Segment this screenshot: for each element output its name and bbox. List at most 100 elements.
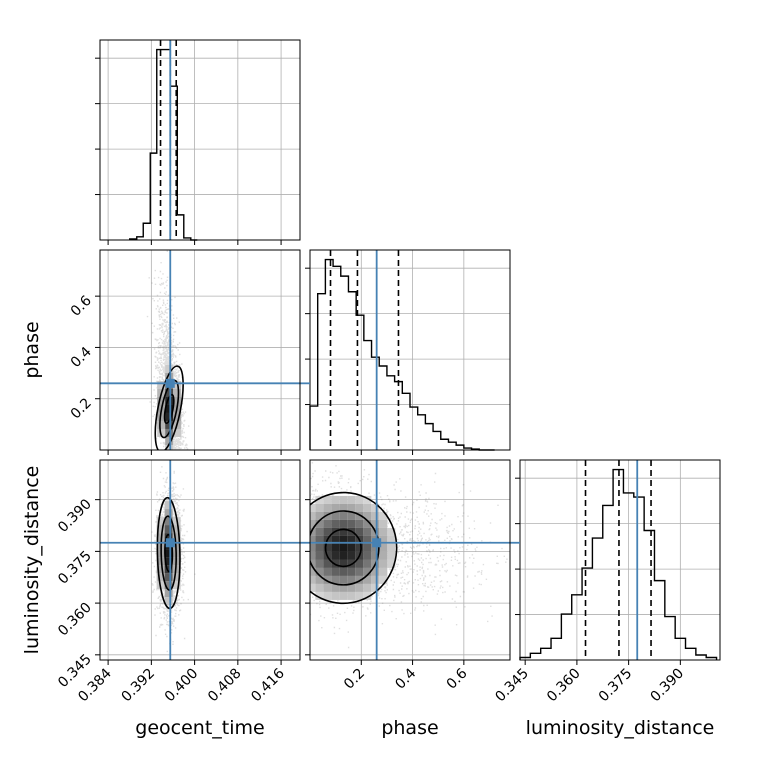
density-cell — [363, 527, 372, 536]
density-cell — [339, 527, 348, 536]
density-cell — [339, 495, 348, 504]
density-cell — [339, 575, 348, 584]
density-cell — [156, 525, 165, 534]
density-cell — [355, 511, 364, 520]
density-cell — [371, 519, 380, 528]
density-cell — [347, 575, 356, 584]
density-cell — [355, 559, 364, 568]
density-cell — [387, 527, 396, 536]
x-tick-label-phase: 0.2 — [341, 666, 368, 693]
density-cell — [347, 519, 356, 528]
density-cell — [363, 591, 372, 600]
density-cell — [339, 543, 348, 552]
density-cell — [291, 544, 299, 552]
density-cell — [387, 559, 396, 568]
density-cell — [347, 503, 356, 512]
y-tick-label-phase: 0.4 — [68, 344, 95, 371]
density-cell — [164, 549, 173, 558]
density-cell — [331, 543, 340, 552]
density-cell — [339, 519, 348, 528]
density-cell — [315, 535, 324, 544]
panel-geocent-time-vs-phase — [99, 249, 310, 451]
density-cell — [387, 543, 396, 552]
density-cell — [371, 543, 380, 552]
density-cell — [165, 436, 174, 445]
truth-marker — [165, 538, 175, 548]
xlabel-geocent-time: geocent_time — [135, 717, 264, 739]
contour-level-1 — [164, 533, 174, 573]
density-cell — [156, 533, 165, 542]
density-cell — [310, 511, 316, 520]
density-cell — [164, 573, 173, 582]
density-cell — [156, 565, 165, 574]
marginal-luminosity-distance — [515, 459, 721, 661]
density-cell — [165, 372, 174, 381]
contour-level-2 — [310, 510, 380, 586]
x-tick-label-geocent-time: 0.392 — [119, 666, 159, 706]
density-cell — [291, 528, 299, 536]
panel-content — [100, 460, 300, 660]
y-tick-label-phase: 0.6 — [68, 293, 95, 320]
density-cell — [165, 364, 174, 373]
density-cell — [310, 519, 316, 528]
density-cell — [379, 559, 388, 568]
density-cell — [164, 509, 173, 518]
density-cell — [355, 519, 364, 528]
density-cell — [331, 551, 340, 560]
density-cell — [339, 583, 348, 592]
density-cell — [323, 567, 332, 576]
x-tick-label-luminosity-distance: 0.345 — [492, 666, 532, 706]
axes-frame — [99, 39, 301, 241]
density-cell — [172, 565, 181, 574]
density-cell — [310, 575, 316, 584]
x-tick-label-luminosity-distance: 0.390 — [648, 666, 688, 706]
histogram-phase — [309, 258, 495, 451]
density-cell — [315, 527, 324, 536]
density-cell — [347, 551, 356, 560]
density-cell — [164, 501, 173, 510]
density-cell — [347, 535, 356, 544]
density-cell — [363, 503, 372, 512]
contour-level-2 — [159, 379, 180, 439]
density-cell — [299, 568, 307, 576]
density-cell — [299, 520, 307, 528]
density-cell — [347, 591, 356, 600]
density-cell — [355, 591, 364, 600]
density-cell — [310, 567, 316, 576]
y-tick-label-luminosity-distance: 0.390 — [55, 496, 95, 536]
density-cell — [339, 551, 348, 560]
density-cell — [331, 519, 340, 528]
density-cell — [379, 567, 388, 576]
density-cell — [323, 511, 332, 520]
density-cell — [315, 559, 324, 568]
density-cell — [315, 575, 324, 584]
density-cell — [165, 404, 174, 413]
axes-frame — [99, 249, 301, 451]
density-cell — [157, 396, 166, 405]
density-cell — [315, 591, 324, 600]
ylabel-phase: phase — [21, 321, 43, 378]
density-cell — [379, 575, 388, 584]
contour-level-1 — [163, 393, 175, 425]
density-cell — [164, 581, 173, 590]
density-cell — [379, 551, 388, 560]
density-cell — [355, 543, 364, 552]
density-cell — [371, 511, 380, 520]
density-cell — [164, 517, 173, 526]
y-tick-label-phase: 0.2 — [68, 395, 95, 422]
density-cell — [172, 533, 181, 542]
density-cell — [172, 581, 181, 590]
density-cell — [347, 495, 356, 504]
x-tick-label-luminosity-distance: 0.375 — [596, 666, 636, 706]
density-cell — [379, 543, 388, 552]
density-cell — [323, 519, 332, 528]
density-cell — [363, 543, 372, 552]
density-cell — [323, 591, 332, 600]
density-cell — [164, 597, 173, 606]
density-cell — [315, 583, 324, 592]
density-cell — [310, 559, 316, 568]
marginal-geocent-time — [95, 39, 301, 241]
density-cell — [165, 420, 174, 429]
density-cell — [379, 511, 388, 520]
x-tick-label-phase: 0.4 — [392, 665, 419, 692]
